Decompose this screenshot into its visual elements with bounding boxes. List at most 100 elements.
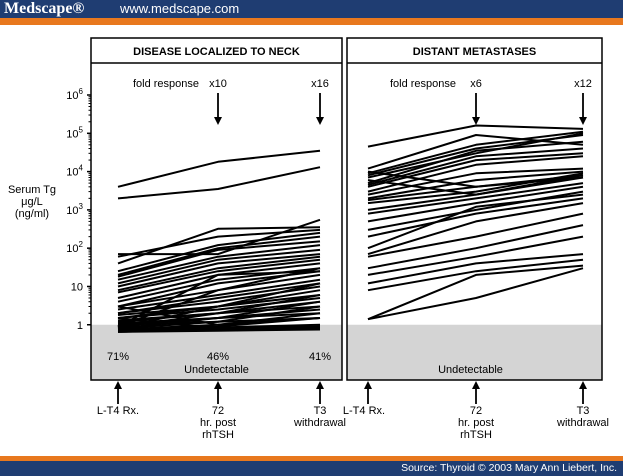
patient-series-line [367,185,584,223]
x-axis-label: rhTSH [202,429,234,441]
undetectable-zone [347,324,602,380]
y-tick-base: 10 [66,243,78,255]
patient-series-line [117,267,321,328]
x-axis-label: L-T4 Rx. [97,405,139,417]
patient-series-line [117,226,321,265]
patient-series-line [367,132,584,179]
patient-series-line [367,224,584,270]
patient-series-line [367,124,584,148]
timepoint-arrow-head [316,381,324,389]
timepoint-arrow-head [114,381,122,389]
x-axis-label: L-T4 Rx. [343,405,385,417]
panel-title: DISTANT METASTASES [413,46,536,58]
x-axis-label: withdrawal [556,417,609,429]
y-tick-exponent: 4 [79,164,84,173]
y-tick-label: 104 [66,164,83,179]
patient-series-line [367,172,584,205]
patient-series-line [117,253,321,288]
patient-series-line [117,278,321,311]
undetectable-percent: 46% [207,351,229,363]
panel-title: DISEASE LOCALIZED TO NECK [133,46,300,58]
patient-series-line [367,134,584,170]
patient-series-line [367,264,584,321]
patient-series-line [117,244,321,281]
patient-series-line [367,193,584,250]
x-axis-label: T3 [577,405,590,417]
y-tick-base: 10 [71,281,83,293]
patient-series-line [117,258,321,294]
patient-series-line [117,328,321,333]
patient-series-line [117,228,321,258]
panel-frame [346,37,603,381]
patient-series-line [117,270,321,328]
fold-arrow-head [579,117,587,125]
patient-series-line [117,294,321,329]
y-axis-title: Serum Tg [8,184,56,196]
x-axis-label: hr. post [458,417,494,429]
fold-arrow-head [214,117,222,125]
y-axis-title: μg/L [21,196,43,208]
x-axis-label: withdrawal [293,417,346,429]
patient-series-line [367,170,584,188]
patient-series-line [117,282,321,315]
patient-series-line [367,202,584,256]
x-axis-label: rhTSH [460,429,492,441]
patient-series-line [117,255,321,292]
site-url[interactable]: www.medscape.com [120,1,240,16]
patient-series-line [367,152,584,188]
y-tick-label: 10 [71,281,83,293]
timepoint-arrow-head [472,381,480,389]
footer-accent-band [0,456,623,461]
patient-series-line [367,182,584,215]
timepoint-arrow-head [214,381,222,389]
patient-series-line [367,130,584,175]
fold-value: x6 [470,78,482,90]
patient-series-line [367,140,584,185]
y-tick-base: 10 [66,167,78,179]
patient-series-line [367,174,584,196]
patient-series-line [367,258,584,292]
y-tick-exponent: 5 [79,125,84,134]
patient-series-line [367,267,584,321]
y-tick-label: 102 [66,240,83,255]
patient-series-line [117,305,321,330]
y-axis-title: (ng/ml) [15,208,49,220]
fold-response-label: fold response [390,78,456,90]
y-tick-label: 105 [66,125,83,140]
patient-series-line [117,231,321,273]
y-tick-exponent: 2 [79,240,84,249]
source-credit: Source: Thyroid © 2003 Mary Ann Liebert,… [401,462,617,474]
patient-series-line [117,166,321,200]
patient-series-line [367,167,584,196]
patient-series-line [367,253,584,285]
medscape-logo[interactable]: Medscape® [4,0,85,17]
y-tick-exponent: 6 [79,87,84,96]
timepoint-arrow-head [579,381,587,389]
patient-series-line [367,170,584,200]
fold-value: x12 [574,78,592,90]
patient-series-line [117,248,321,285]
footer-bar: Source: Thyroid © 2003 Mary Ann Liebert,… [0,461,623,476]
fold-arrow-head [316,117,324,125]
patient-series-line [367,235,584,276]
y-tick-base: 10 [66,205,78,217]
panel-frame [90,37,343,381]
y-tick-label: 106 [66,87,83,102]
header-accent-band [0,18,623,25]
x-axis-label: T3 [314,405,327,417]
patient-series-line [117,317,320,330]
patient-series-line [117,235,321,276]
undetectable-percent: 71% [107,351,129,363]
fold-response-label: fold response [133,78,199,90]
x-axis-label: 72 [470,405,482,417]
timepoint-arrow-head [364,381,372,389]
undetectable-label: Undetectable [438,364,503,376]
patient-series-line [117,149,321,188]
fold-value: x10 [209,78,227,90]
y-tick-base: 10 [66,128,78,140]
y-tick-exponent: 3 [79,202,84,211]
x-axis-label: hr. post [200,417,236,429]
undetectable-label: Undetectable [184,364,249,376]
y-tick-label: 103 [66,202,83,217]
